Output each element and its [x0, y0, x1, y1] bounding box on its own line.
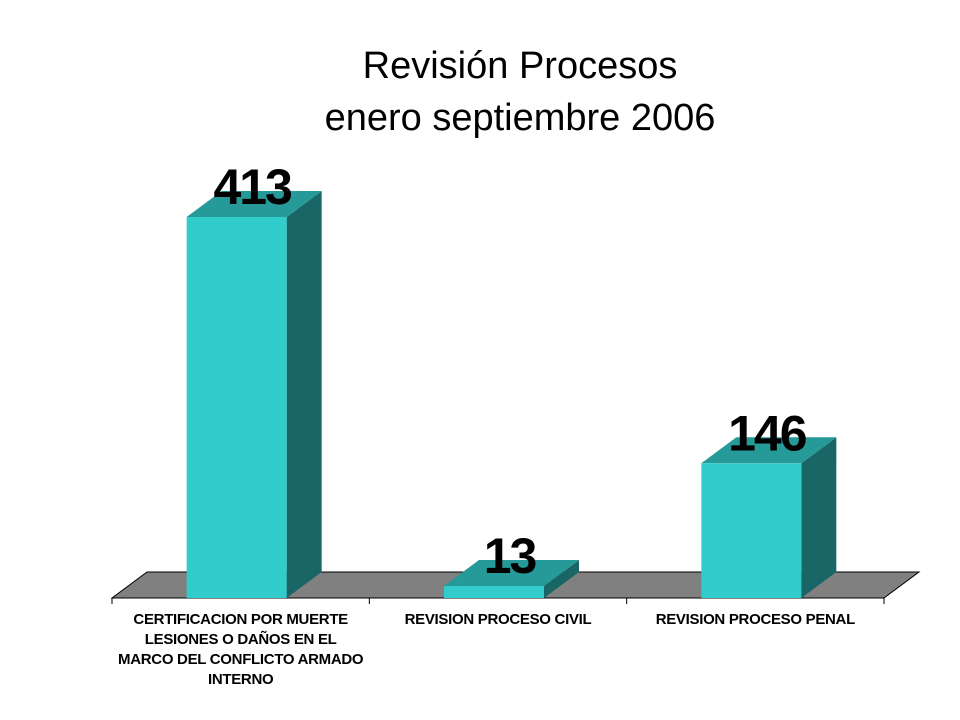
- bar: [444, 586, 544, 598]
- bar-side: [801, 437, 837, 598]
- bar-side: [544, 560, 579, 598]
- category-label-penal: REVISION PROCESO PENAL: [655, 611, 856, 628]
- bar-top: [444, 560, 579, 586]
- bar-top: [701, 437, 837, 464]
- data-label: 146: [728, 405, 806, 461]
- bar-top: [186, 191, 322, 217]
- data-label: 413: [213, 159, 291, 215]
- bar-side: [286, 191, 322, 598]
- data-label: 13: [484, 528, 536, 584]
- category-label-civil: REVISION PROCESO CIVIL: [404, 611, 592, 628]
- chart-subtitle: enero septiembre 2006: [324, 97, 716, 139]
- bar: [701, 463, 802, 598]
- chart-title: Revisión Procesos: [362, 45, 678, 87]
- bar: [186, 217, 287, 598]
- category-label-certificacion: CERTIFICACION POR MUERTE LESIONES O DAÑO…: [118, 611, 364, 688]
